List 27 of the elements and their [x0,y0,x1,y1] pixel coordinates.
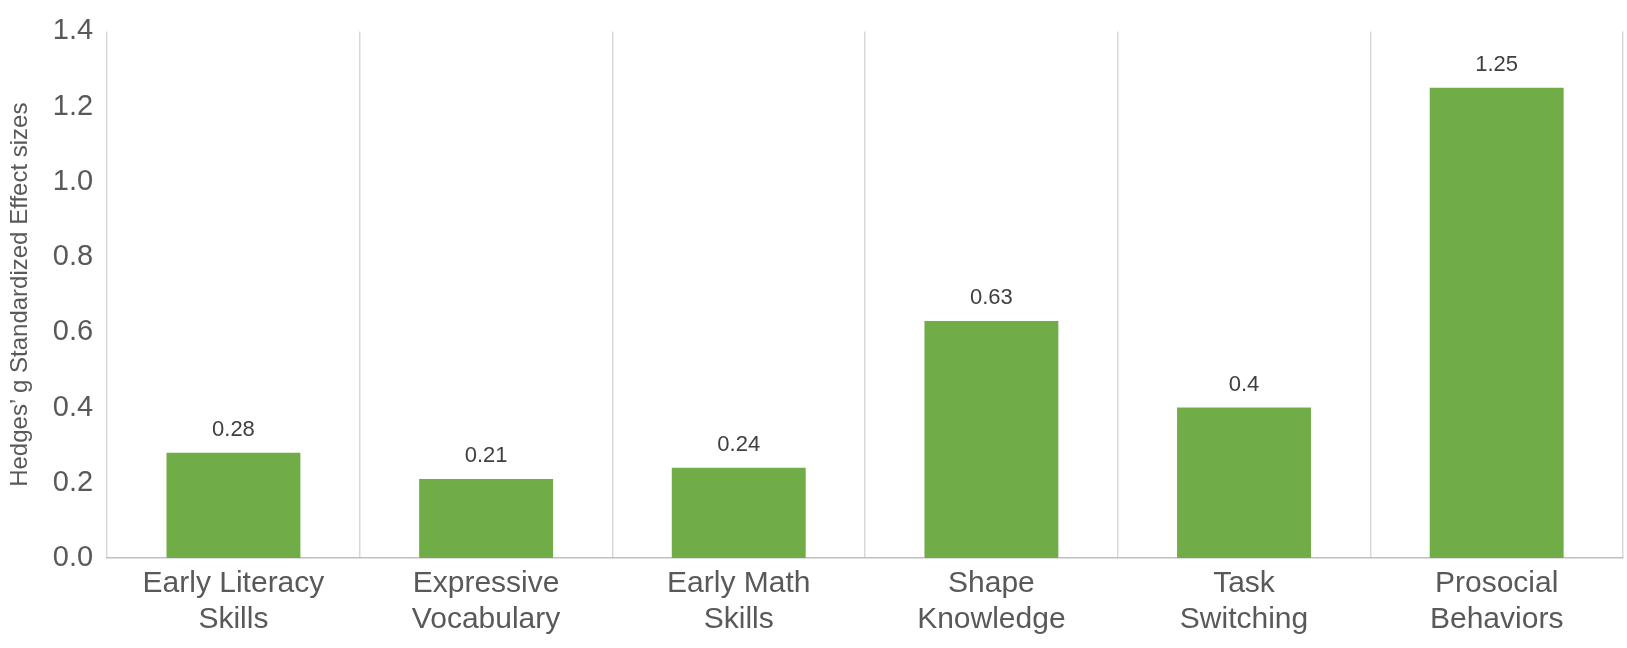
x-tick-label: Prosocial Behaviors [1429,565,1564,635]
x-tick-label: Early Math Skills [667,565,811,635]
y-tick-label: 0.2 [52,464,94,497]
y-tick-label: 0.6 [52,314,94,347]
y-tick-label: 1.2 [52,88,94,121]
x-tick-label: Early Literacy Skills [142,565,325,635]
data-label: 0.4 [1228,370,1260,396]
bar [166,452,301,558]
bar [1177,407,1311,558]
data-label: 0.28 [212,415,255,441]
x-tick-label: Expressive Vocabulary [411,565,561,635]
data-label: 0.63 [969,284,1013,310]
y-tick-label: 0.0 [52,540,94,572]
y-tick-label: 0.4 [52,389,94,422]
x-tick-label: Shape Knowledge [917,565,1066,635]
bar [1429,87,1564,558]
y-tick-label: 1.4 [52,13,94,46]
data-label: 1.25 [1475,50,1519,76]
y-tick-label: 1.0 [52,163,94,196]
data-label: 0.24 [717,430,761,456]
x-tick-label: Task Switching [1179,565,1309,635]
y-axis-title: Hedges’ g Standardized Effect sizes [5,102,33,487]
y-tick-label: 0.8 [52,239,94,272]
bar [924,321,1059,558]
bar [671,467,806,558]
data-label: 0.21 [464,442,508,468]
bar [419,479,554,558]
